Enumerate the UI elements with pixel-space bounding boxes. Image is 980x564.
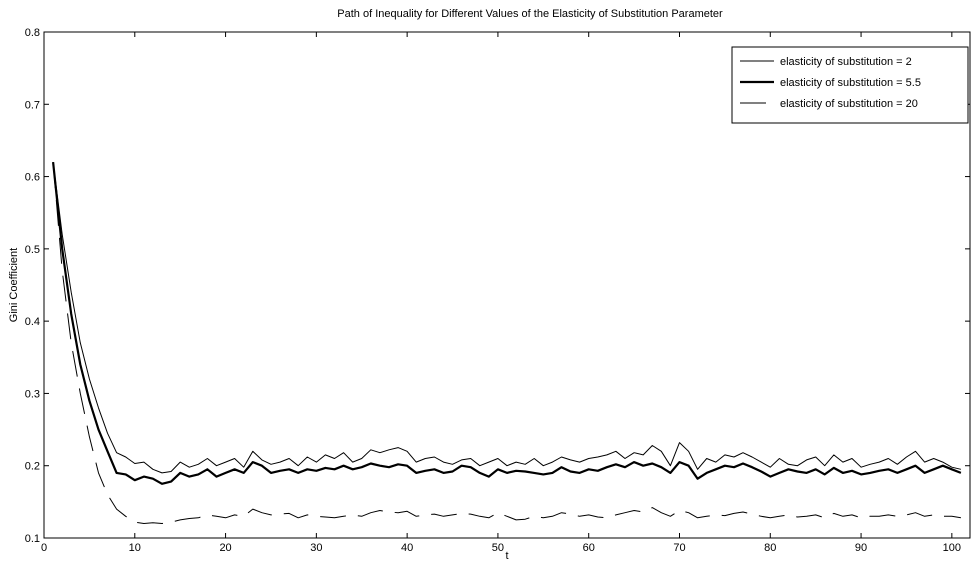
y-tick-label: 0.3 xyxy=(25,388,40,400)
x-tick-label: 50 xyxy=(492,542,504,554)
legend-label-1: elasticity of substitution = 2 xyxy=(780,56,912,68)
legend-label-3: elasticity of substitution = 20 xyxy=(780,98,918,110)
x-tick-label: 60 xyxy=(583,542,595,554)
series-group xyxy=(52,161,962,524)
axis-ticks: 0 10 20 30 40 50 60 70 80 90 100 0.1 0.2 0.3 0.4 0.5 0.6… xyxy=(25,27,970,554)
x-tick-label: 10 xyxy=(129,542,141,554)
series-line-3 xyxy=(52,162,961,524)
x-axis-label: t xyxy=(505,550,508,562)
x-tick-label: 0 xyxy=(41,542,47,554)
x-tick-label: 100 xyxy=(943,542,961,554)
legend: elasticity of substitution = 2 elasticity… xyxy=(731,46,969,124)
plot-area xyxy=(43,31,971,539)
y-tick-label: 0.8 xyxy=(25,27,40,39)
x-tick-label: 20 xyxy=(219,542,231,554)
x-tick-label: 80 xyxy=(764,542,776,554)
y-tick-label: 0.1 xyxy=(25,533,40,545)
chart-title: Path of Inequality for Different Values … xyxy=(337,8,723,20)
legend-label-2: elasticity of substitution = 5.5 xyxy=(780,77,921,89)
x-tick-label: 90 xyxy=(855,542,867,554)
x-tick-label: 40 xyxy=(401,542,413,554)
y-tick-label: 0.7 xyxy=(25,99,40,111)
y-tick-label: 0.6 xyxy=(25,172,40,184)
legend-box xyxy=(731,46,969,124)
y-axis-label: Gini Coefficient xyxy=(8,248,20,322)
x-tick-label: 30 xyxy=(310,542,322,554)
series-line-2 xyxy=(52,161,962,485)
y-tick-label: 0.4 xyxy=(25,316,40,328)
x-tick-label: 70 xyxy=(673,542,685,554)
series-line-1 xyxy=(52,162,962,474)
y-tick-label: 0.2 xyxy=(25,461,40,473)
y-tick-label: 0.5 xyxy=(25,244,40,256)
